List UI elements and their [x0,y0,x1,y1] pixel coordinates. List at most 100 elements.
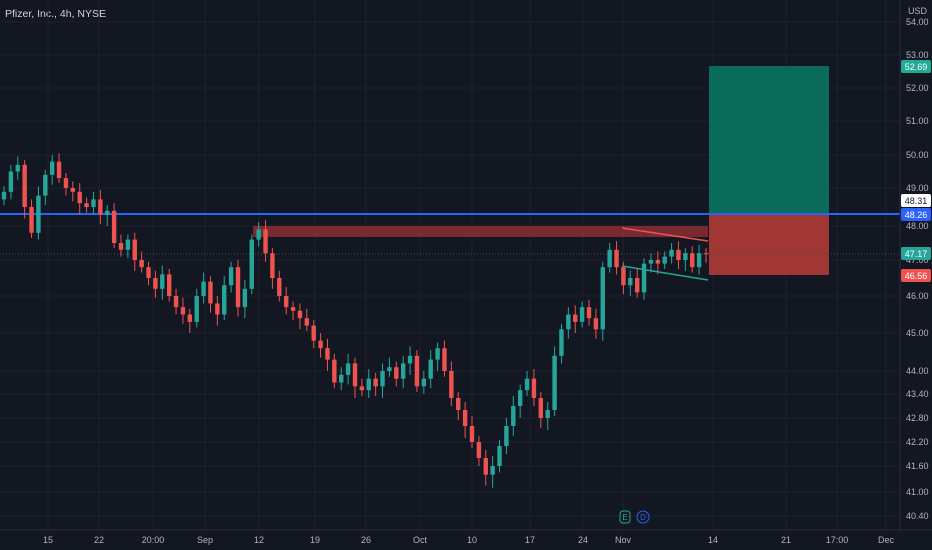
candle-body [22,164,27,207]
candle-body [242,288,248,308]
candle-body [180,307,186,315]
candle-body [662,256,667,264]
candle-body [462,410,468,426]
price-tick-label: 46.00 [906,291,929,301]
candle-body [490,466,495,475]
candle-body [208,281,213,304]
price-tick-label: 44.00 [906,366,929,376]
candle-body [607,249,612,268]
candle-body [394,367,399,379]
candle-body [559,329,564,356]
stop-price-text: 46.56 [905,271,928,281]
candle-body [456,398,461,410]
candle-body [359,386,365,391]
candle-body [449,371,454,398]
candle-body [91,199,96,207]
candle-body [400,363,406,379]
time-tick-label: Oct [413,535,428,545]
candle-body [517,390,523,406]
stop-price-badge: 46.56 [901,269,931,282]
candle-body [352,363,358,387]
candle-body [304,318,310,326]
candle-body [641,263,647,293]
candle-body [504,426,509,446]
candle-body [111,210,117,243]
candle-body [194,296,199,322]
candle-body [373,378,378,387]
chart-title: Pfizer, Inc., 4h, NYSE [5,8,106,20]
last-price-badge: 47.17 [901,247,931,260]
resistance-price-text: 48.31 [905,196,928,206]
candle-body [235,267,241,308]
price-tick-label: 54.00 [906,17,929,27]
time-tick-label: 26 [361,535,371,545]
candle-body [566,314,571,330]
trendline-upper[interactable] [621,227,709,242]
time-tick-label: Sep [197,535,213,545]
candles [1,153,709,488]
target-price-text: 52.69 [905,62,928,72]
price-tick-label: 45.00 [906,328,929,338]
candle-body [105,210,110,215]
candle-body [283,296,289,308]
candle-body [628,278,633,286]
currency-label: USD [908,6,928,16]
candle-body [483,458,488,475]
candle-body [332,359,337,383]
candle-body [414,355,420,387]
candle-body [249,239,254,289]
candle-body [36,195,41,233]
target-zone[interactable] [709,66,829,214]
price-tick-label: 49.00 [906,183,929,193]
candle-body [228,267,234,286]
last-price-text: 47.17 [905,249,928,259]
resistance-price-badge: 48.31 [901,194,931,207]
candle-body [593,318,599,330]
candle-body [166,274,172,296]
earnings-marker[interactable]: E [619,510,631,524]
trendline-lower[interactable] [621,265,709,281]
candle-body [380,371,385,387]
candle-body [263,229,268,254]
candle-body [579,307,585,322]
candle-body [63,178,69,188]
candle-body [160,274,165,289]
candle-body [49,161,55,175]
candle-body [573,314,578,322]
time-tick-label: 12 [254,535,264,545]
stop-zone[interactable] [709,214,829,275]
candle-body [318,340,323,349]
resistance-zone [253,226,708,237]
candle-body [552,355,557,410]
candle-body [621,267,626,286]
time-axis[interactable]: 15 22 20:00 Sep 12 19 26 Oct 10 17 24 Nov 14 21 17:00 D… [43,535,895,545]
candle-body [703,253,709,255]
candle-body [153,278,158,289]
candle-body [345,363,351,375]
candle-body [146,267,151,278]
candle-body [222,285,227,315]
candle-body [311,325,316,341]
time-tick-label: 14 [708,535,718,545]
candle-body [256,229,261,240]
price-tick-label: 51.00 [906,116,929,126]
candle-body [56,161,62,179]
candle-body [8,171,14,192]
candle-body [15,164,20,172]
target-price-badge: 52.69 [901,60,931,73]
candle-body [125,239,131,250]
dividend-marker[interactable]: D [636,510,650,524]
candle-body [600,267,605,330]
price-axis[interactable]: 54.0053.0052.0051.0050.0049.0048.0047.00… [906,17,929,521]
price-tick-label: 42.20 [906,437,929,447]
candle-body [683,253,688,260]
time-tick-label: 19 [310,535,320,545]
candle-body [1,191,7,200]
candle-body [442,348,447,371]
candle-body [524,378,530,391]
candle-body [634,278,640,293]
price-tick-label: 52.00 [906,83,929,93]
time-tick-label: 17:00 [826,535,849,545]
candle-body [77,191,82,204]
